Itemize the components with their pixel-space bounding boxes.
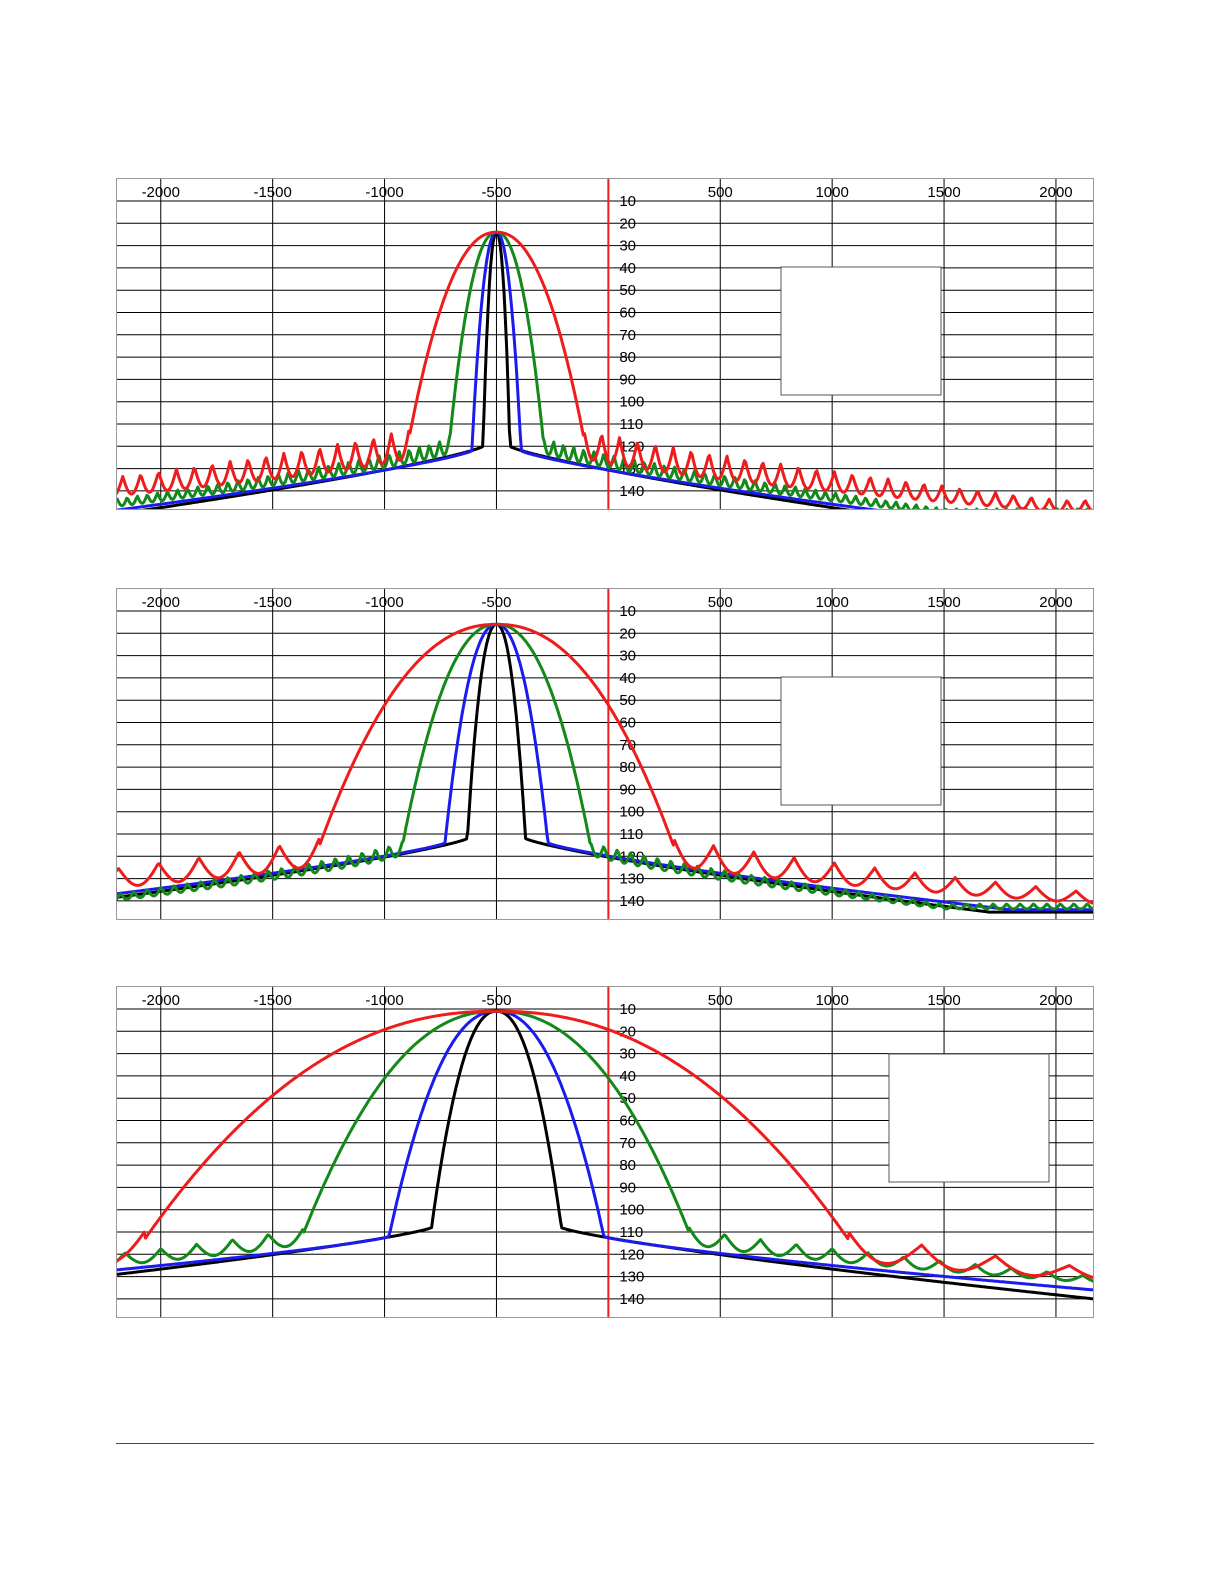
x-tick-label: 2000	[1039, 594, 1072, 611]
chart-2-svg: -2000 -1500 -1000 -500 500 1000 1500 2000 10 20 30…	[116, 588, 1094, 920]
x-tick-label: -2000	[142, 992, 180, 1009]
y-tick-label: 70	[619, 327, 636, 344]
y-tick-label: 50	[619, 692, 636, 709]
y-tick-label: 100	[619, 1202, 644, 1219]
series-line-green	[116, 622, 1094, 911]
x-tick-labels: -2000 -1500 -1000 -500 500 1000 1500 2000	[142, 992, 1073, 1009]
x-tick-label: -500	[481, 594, 511, 611]
y-tick-label: 80	[619, 349, 636, 366]
x-tick-label: -1500	[253, 992, 291, 1009]
y-tick-label: 30	[619, 238, 636, 255]
y-tick-label: 110	[619, 416, 643, 433]
y-tick-label: 20	[619, 625, 636, 642]
y-tick-label: 60	[619, 305, 636, 322]
y-tick-label: 90	[619, 1179, 636, 1196]
y-tick-label: 90	[619, 371, 636, 388]
x-tick-labels: -2000 -1500 -1000 -500 500 1000 1500 2000	[142, 594, 1073, 611]
x-tick-label: 2000	[1039, 184, 1072, 201]
legend-box	[780, 676, 942, 806]
horizontal-gridlines	[116, 610, 1094, 902]
series-group	[116, 622, 1094, 914]
y-tick-label: 130	[619, 871, 644, 888]
y-tick-label: 10	[619, 1001, 636, 1018]
x-tick-labels: -2000 -1500 -1000 -500 500 1000 1500 2000	[142, 184, 1073, 201]
y-tick-label: 140	[619, 483, 644, 500]
y-tick-label: 110	[619, 1224, 643, 1241]
x-tick-label: -1000	[365, 992, 403, 1009]
chart-1-svg: -2000 -1500 -1000 -500 500 1000 1500 2000 10 20 30…	[116, 178, 1094, 510]
footer-rule	[116, 1443, 1094, 1444]
y-tick-label: 50	[619, 282, 636, 299]
y-tick-label: 40	[619, 260, 636, 277]
x-tick-label: 1000	[815, 594, 848, 611]
x-tick-label: 1500	[927, 594, 960, 611]
series-group	[116, 1009, 1094, 1301]
y-tick-label: 130	[619, 1269, 644, 1286]
series-group	[116, 230, 1094, 510]
y-tick-label: 140	[619, 1291, 644, 1308]
x-tick-label: 500	[708, 184, 733, 201]
y-tick-label: 70	[619, 1135, 636, 1152]
y-tick-label: 100	[619, 804, 644, 821]
chart-panel-2: -2000 -1500 -1000 -500 500 1000 1500 2000 10 20 30…	[116, 588, 1094, 920]
x-tick-label: 500	[708, 594, 733, 611]
x-tick-label: -500	[481, 992, 511, 1009]
chart-3-svg: -2000 -1500 -1000 -500 500 1000 1500 2000102030…	[116, 986, 1094, 1318]
y-tick-label: 10	[619, 603, 636, 620]
x-tick-label: -1500	[253, 184, 291, 201]
y-tick-label: 60	[619, 715, 636, 732]
y-tick-label: 30	[619, 648, 636, 665]
horizontal-gridlines	[116, 200, 1094, 492]
legend-box	[888, 1053, 1050, 1183]
x-tick-label: 1500	[927, 184, 960, 201]
y-tick-label: 30	[619, 1046, 636, 1063]
chart-panel-1: -2000 -1500 -1000 -500 500 1000 1500 2000 10 20 30…	[116, 178, 1094, 510]
series-line-green	[116, 1009, 1094, 1283]
y-tick-label: 120	[619, 1246, 644, 1263]
x-tick-label: 1500	[927, 992, 960, 1009]
x-tick-label: -2000	[142, 184, 180, 201]
x-tick-label: 1000	[815, 184, 848, 201]
chart-panel-3: -2000 -1500 -1000 -500 500 1000 1500 2000 10 20 30…	[116, 986, 1094, 1318]
x-tick-label: 500	[708, 992, 733, 1009]
x-tick-label: -1000	[365, 184, 403, 201]
x-tick-label: -500	[481, 184, 511, 201]
x-tick-label: -1500	[253, 594, 291, 611]
plot-frame	[116, 588, 1094, 920]
y-tick-label: 80	[619, 1157, 636, 1174]
plot-frame	[116, 178, 1094, 510]
series-line-red	[116, 1009, 1094, 1280]
vertical-gridlines	[160, 986, 1057, 1318]
x-tick-label: -1000	[365, 594, 403, 611]
x-tick-label: 2000	[1039, 992, 1072, 1009]
plot-frame	[116, 986, 1094, 1318]
y-tick-label: 140	[619, 893, 644, 910]
y-tick-label: 10	[619, 193, 636, 210]
series-line-red	[116, 230, 1094, 510]
x-tick-label: -2000	[142, 594, 180, 611]
y-tick-label: 100	[619, 394, 644, 411]
y-tick-label: 60	[619, 1113, 636, 1130]
plot-background	[116, 588, 1094, 920]
y-tick-label: 80	[619, 759, 636, 776]
y-tick-label: 40	[619, 1068, 636, 1085]
y-tick-label: 40	[619, 670, 636, 687]
y-tick-label: 50	[619, 1090, 636, 1107]
series-line-blue	[116, 1009, 1094, 1292]
x-tick-label: 1000	[815, 992, 848, 1009]
y-tick-label: 90	[619, 781, 636, 798]
legend-box	[780, 266, 942, 396]
y-tick-label: 20	[619, 215, 636, 232]
series-line-blue	[116, 230, 887, 510]
y-tick-label: 110	[619, 826, 643, 843]
series-line-red	[116, 622, 1094, 905]
